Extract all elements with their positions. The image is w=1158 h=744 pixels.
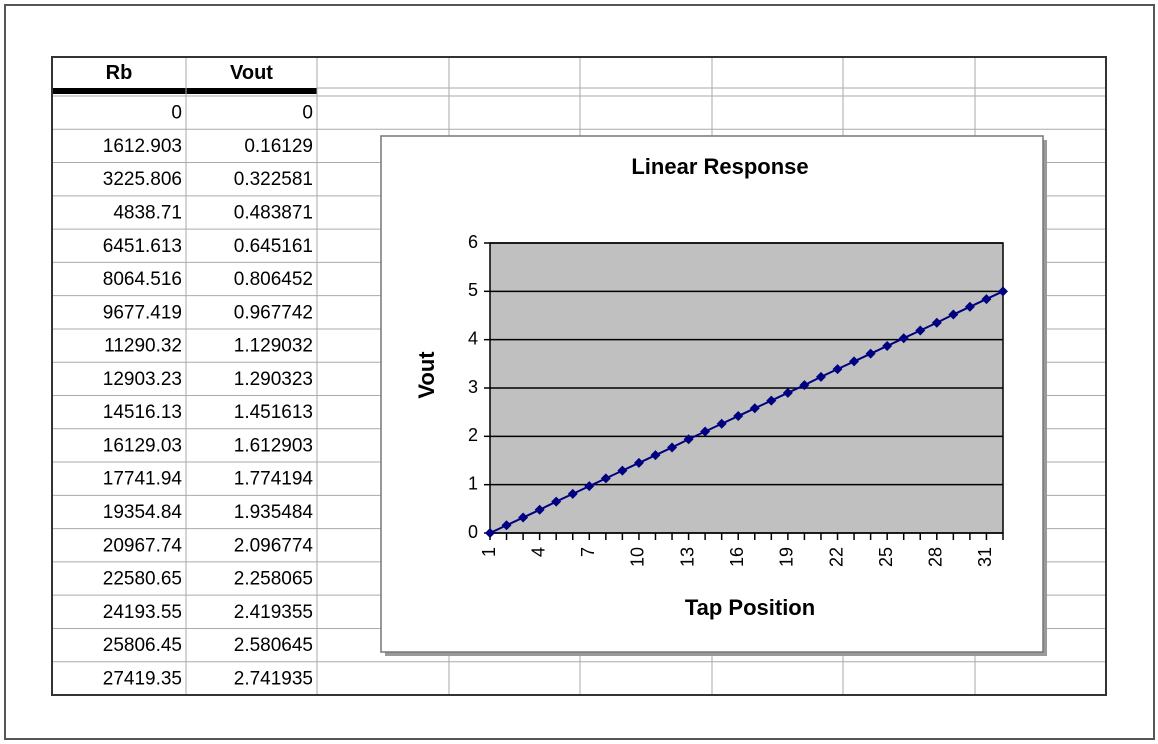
cell: 2.741935 (234, 668, 313, 689)
y-tick-label: 0 (468, 522, 478, 542)
marker (633, 457, 644, 468)
cell: 1.935484 (234, 502, 314, 523)
y-tick-label: 5 (468, 280, 478, 300)
marker (567, 488, 578, 499)
marker (650, 450, 661, 461)
cell: 1612.903 (103, 136, 182, 157)
marker (534, 504, 545, 515)
cell: 0.483871 (234, 202, 313, 223)
column-header: Rb (106, 62, 133, 84)
cell: 22580.65 (103, 569, 182, 590)
y-tick-label: 2 (468, 425, 478, 445)
marker (964, 301, 975, 312)
marker (898, 333, 909, 344)
cell: 19354.84 (103, 502, 183, 523)
cell: 14516.13 (103, 402, 182, 423)
cell: 25806.45 (103, 635, 182, 656)
cell: 27419.35 (103, 668, 182, 689)
marker (683, 434, 694, 445)
chart: Linear Response Tap Position Vout 012345… (380, 135, 1047, 656)
x-tick-label: 25 (876, 547, 896, 567)
y-tick-label: 4 (468, 328, 478, 348)
cell: 17741.94 (103, 469, 183, 490)
x-tick-label: 16 (727, 547, 747, 567)
y-tick-label: 1 (468, 473, 478, 493)
marker (551, 496, 562, 507)
marker (700, 426, 711, 437)
sheet-border (51, 56, 1107, 696)
cell: 0 (302, 103, 313, 124)
marker (716, 418, 727, 429)
x-tick-label: 28 (926, 547, 946, 567)
marker (617, 465, 628, 476)
cell: 9677.419 (103, 302, 182, 323)
marker (882, 340, 893, 351)
cell: 16129.03 (103, 435, 182, 456)
cell: 11290.32 (104, 336, 182, 357)
cell: 1.612903 (234, 435, 313, 456)
cell: 0.16129 (244, 136, 313, 157)
marker (766, 395, 777, 406)
marker (865, 348, 876, 359)
marker (749, 403, 760, 414)
marker (733, 411, 744, 422)
cell: 8064.516 (103, 269, 182, 290)
x-tick-label: 31 (975, 547, 995, 567)
marker (849, 356, 860, 367)
cell: 0.645161 (234, 236, 313, 257)
cell: 20967.74 (103, 535, 183, 556)
cell: 1.451613 (234, 402, 313, 423)
chart-title: Linear Response (631, 154, 808, 179)
cell: 0.322581 (234, 169, 313, 190)
marker (782, 387, 793, 398)
marker (501, 520, 512, 531)
column-header: Vout (230, 62, 273, 84)
marker (485, 528, 495, 538)
cell: 0.967742 (234, 302, 313, 323)
x-tick-label: 13 (677, 547, 697, 567)
marker (518, 512, 529, 523)
header-underline (52, 88, 317, 94)
cell: 12903.23 (103, 369, 182, 390)
y-tick-label: 3 (468, 377, 478, 397)
cell: 4838.71 (113, 202, 182, 223)
cell: 2.419355 (234, 602, 313, 623)
cell: 1.774194 (234, 469, 314, 490)
cell: 6451.613 (103, 236, 182, 257)
cell: 24193.55 (103, 602, 182, 623)
x-axis-label: Tap Position (685, 595, 815, 620)
cell: 0.806452 (234, 269, 313, 290)
cell: 0 (171, 103, 182, 124)
cell: 1.290323 (234, 369, 313, 390)
x-tick-label: 1 (479, 547, 499, 557)
x-tick-label: 19 (777, 547, 797, 567)
marker (998, 286, 1008, 297)
marker (600, 473, 611, 484)
marker (584, 481, 595, 492)
marker (948, 309, 959, 320)
marker (815, 371, 826, 382)
cell: 2.580645 (234, 635, 313, 656)
y-tick-label: 6 (468, 232, 478, 252)
marker (915, 325, 926, 336)
x-tick-label: 22 (826, 547, 846, 567)
x-tick-label: 4 (528, 547, 548, 557)
marker (931, 317, 942, 328)
y-axis-label: Vout (414, 351, 439, 399)
marker (832, 364, 843, 375)
marker (667, 442, 678, 453)
marker (981, 294, 992, 305)
cell: 3225.806 (103, 169, 182, 190)
x-tick-label: 7 (578, 547, 598, 557)
cell: 2.096774 (234, 535, 314, 556)
cell: 1.129032 (234, 336, 313, 357)
cell: 2.258065 (234, 569, 313, 590)
x-tick-label: 10 (628, 547, 648, 567)
marker (799, 380, 810, 391)
